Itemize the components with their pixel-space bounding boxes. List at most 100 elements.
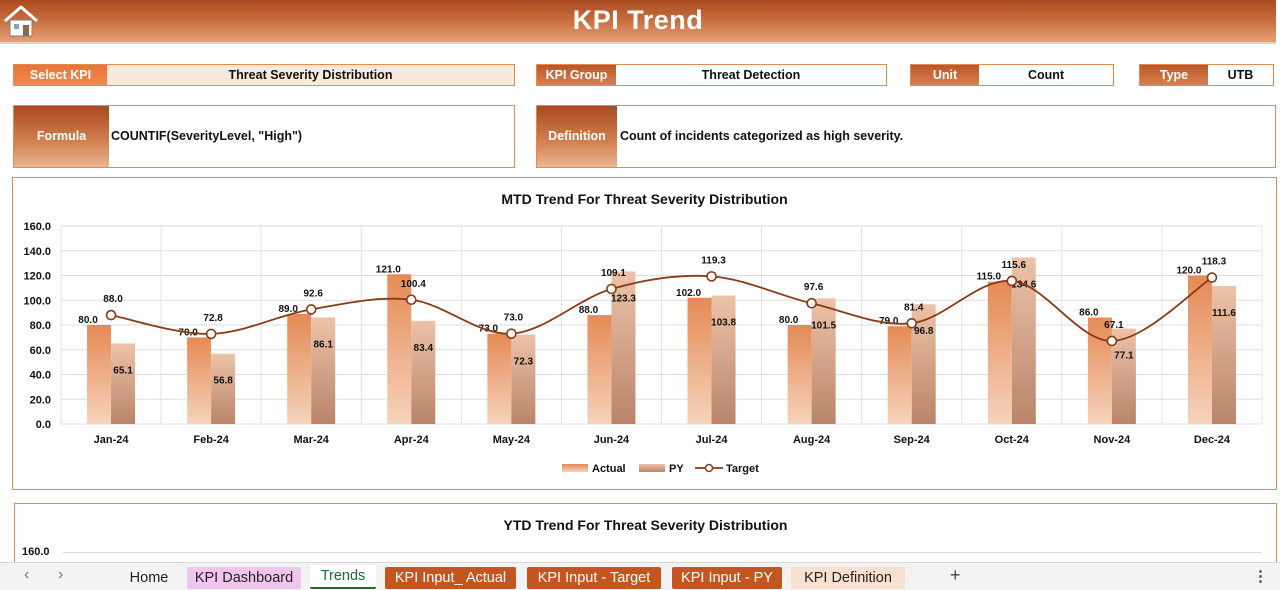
- py-data-label: 72.3: [514, 357, 534, 368]
- bar-py: [411, 320, 436, 424]
- py-data-label: 111.6: [1212, 308, 1236, 319]
- x-tick-label: Nov-24: [1094, 434, 1132, 446]
- tab-kpi-input-target[interactable]: KPI Input - Target: [527, 567, 661, 589]
- x-tick-label: Oct-24: [995, 434, 1030, 446]
- bar-actual: [87, 325, 112, 424]
- x-tick-label: Feb-24: [193, 434, 229, 446]
- target-data-label: 73.0: [504, 313, 524, 324]
- bar-actual: [687, 297, 712, 424]
- target-data-label: 118.3: [1202, 257, 1227, 268]
- unit-value: Count: [1027, 68, 1065, 82]
- ytd-chart-panel: YTD Trend For Threat Severity Distributi…: [14, 503, 1277, 573]
- bar-py: [211, 353, 236, 424]
- py-data-label: 101.5: [811, 320, 836, 331]
- actual-data-label: 73.0: [479, 324, 499, 335]
- bar-py: [811, 298, 836, 424]
- ytd-chart-title: YTD Trend For Threat Severity Distributi…: [503, 517, 788, 533]
- bar-py: [511, 334, 536, 424]
- legend-py-swatch: [639, 464, 665, 472]
- bar-actual: [1187, 275, 1212, 424]
- target-marker: [105, 309, 117, 321]
- actual-data-label: 120.0: [1176, 266, 1201, 277]
- unit-label: Unit: [911, 65, 979, 85]
- y-tick-label: 100.0: [23, 295, 51, 307]
- py-data-label: 65.1: [113, 365, 133, 376]
- py-data-label: 56.8: [213, 376, 233, 387]
- mtd-chart-panel: MTD Trend For Threat Severity Distributi…: [12, 177, 1277, 490]
- legend-target-marker: [704, 463, 714, 473]
- header-banner: KPI Trend: [0, 0, 1276, 44]
- tab-kpi-dashboard[interactable]: KPI Dashboard: [187, 567, 301, 589]
- bar-actual: [587, 315, 612, 424]
- add-sheet-icon[interactable]: +: [950, 565, 961, 585]
- y-tick-label: 160.0: [23, 221, 51, 233]
- ytd-gridline: [63, 552, 1262, 553]
- definition-label: Definition: [537, 106, 617, 167]
- actual-data-label: 115.0: [977, 272, 1002, 283]
- bar-py: [711, 295, 736, 424]
- py-data-label: 96.8: [914, 326, 934, 337]
- y-tick-label: 40.0: [30, 370, 51, 382]
- tab-scroll-right-icon[interactable]: ›: [58, 566, 64, 583]
- home-icon[interactable]: [2, 3, 40, 39]
- x-tick-label: Apr-24: [394, 434, 430, 446]
- formula-label: Formula: [14, 106, 109, 167]
- target-marker: [806, 297, 817, 309]
- kpi-group-field: KPI Group Threat Detection: [536, 64, 887, 86]
- bar-actual: [987, 281, 1012, 424]
- py-data-label: 83.4: [414, 343, 434, 354]
- formula-value: COUNTIF(SeverityLevel, "High"): [111, 129, 303, 143]
- type-value: UTB: [1227, 68, 1254, 82]
- target-marker: [906, 317, 918, 329]
- target-data-label: 81.4: [904, 302, 924, 313]
- target-marker: [1106, 335, 1118, 347]
- target-marker: [606, 283, 617, 295]
- target-data-label: 100.4: [401, 279, 426, 290]
- legend-py-label: PY: [669, 463, 684, 475]
- tab-kpi-input-actual[interactable]: KPI Input_ Actual: [385, 567, 516, 589]
- y-tick-label: 140.0: [23, 246, 51, 258]
- bar-actual: [1087, 317, 1112, 424]
- x-tick-label: Mar-24: [293, 434, 329, 446]
- py-data-label: 123.3: [611, 293, 636, 304]
- mtd-chart: 0.0 20.0 40.0 60.0 80.0 100.0 120.0 140.0 160.0 8…: [23, 221, 1263, 475]
- tab-kpi-definition[interactable]: KPI Definition: [791, 567, 905, 589]
- py-data-label: 103.8: [711, 318, 736, 329]
- unit-field: Unit Count: [910, 64, 1114, 86]
- bar-actual: [787, 325, 812, 424]
- page-title: KPI Trend: [572, 5, 704, 35]
- y-tick-label: 60.0: [30, 345, 51, 357]
- target-marker: [1206, 272, 1218, 283]
- formula-box: Formula COUNTIF(SeverityLevel, "High"): [13, 105, 515, 168]
- tab-home[interactable]: Home: [129, 570, 169, 586]
- target-data-label: 97.6: [804, 282, 824, 293]
- target-data-label: 119.3: [701, 255, 726, 266]
- py-data-label: 86.1: [313, 339, 333, 350]
- actual-data-label: 102.0: [676, 288, 701, 299]
- bar-py: [1011, 257, 1036, 424]
- x-tick-label: Aug-24: [793, 434, 831, 446]
- bar-actual: [287, 313, 312, 424]
- x-tick-label: Jul-24: [696, 434, 729, 446]
- mtd-chart-title: MTD Trend For Threat Severity Distributi…: [501, 191, 788, 207]
- more-options-icon[interactable]: ⋮: [1253, 568, 1268, 585]
- y-tick-label: 20.0: [30, 394, 51, 406]
- select-kpi-dropdown[interactable]: Threat Severity Distribution: [107, 65, 514, 85]
- definition-box: Definition Count of incidents categorize…: [536, 105, 1276, 168]
- tab-trends[interactable]: Trends: [310, 565, 376, 589]
- legend-actual-swatch: [562, 464, 588, 472]
- bar-actual: [887, 326, 912, 424]
- y-tick-label: 80.0: [30, 320, 51, 332]
- actual-data-label: 121.0: [376, 264, 401, 275]
- target-marker: [405, 294, 417, 306]
- actual-data-label: 80.0: [779, 315, 799, 326]
- tab-scroll-left-icon[interactable]: ‹: [24, 566, 30, 583]
- py-data-label: 77.1: [1114, 351, 1134, 362]
- kpi-group-value: Threat Detection: [701, 68, 801, 82]
- x-tick-label: Dec-24: [1194, 434, 1231, 446]
- target-data-label: 67.1: [1104, 320, 1124, 331]
- bar-py: [611, 271, 636, 424]
- tab-kpi-input-py[interactable]: KPI Input - PY: [672, 567, 782, 589]
- actual-data-label: 86.0: [1079, 308, 1099, 319]
- bar-actual: [187, 337, 212, 424]
